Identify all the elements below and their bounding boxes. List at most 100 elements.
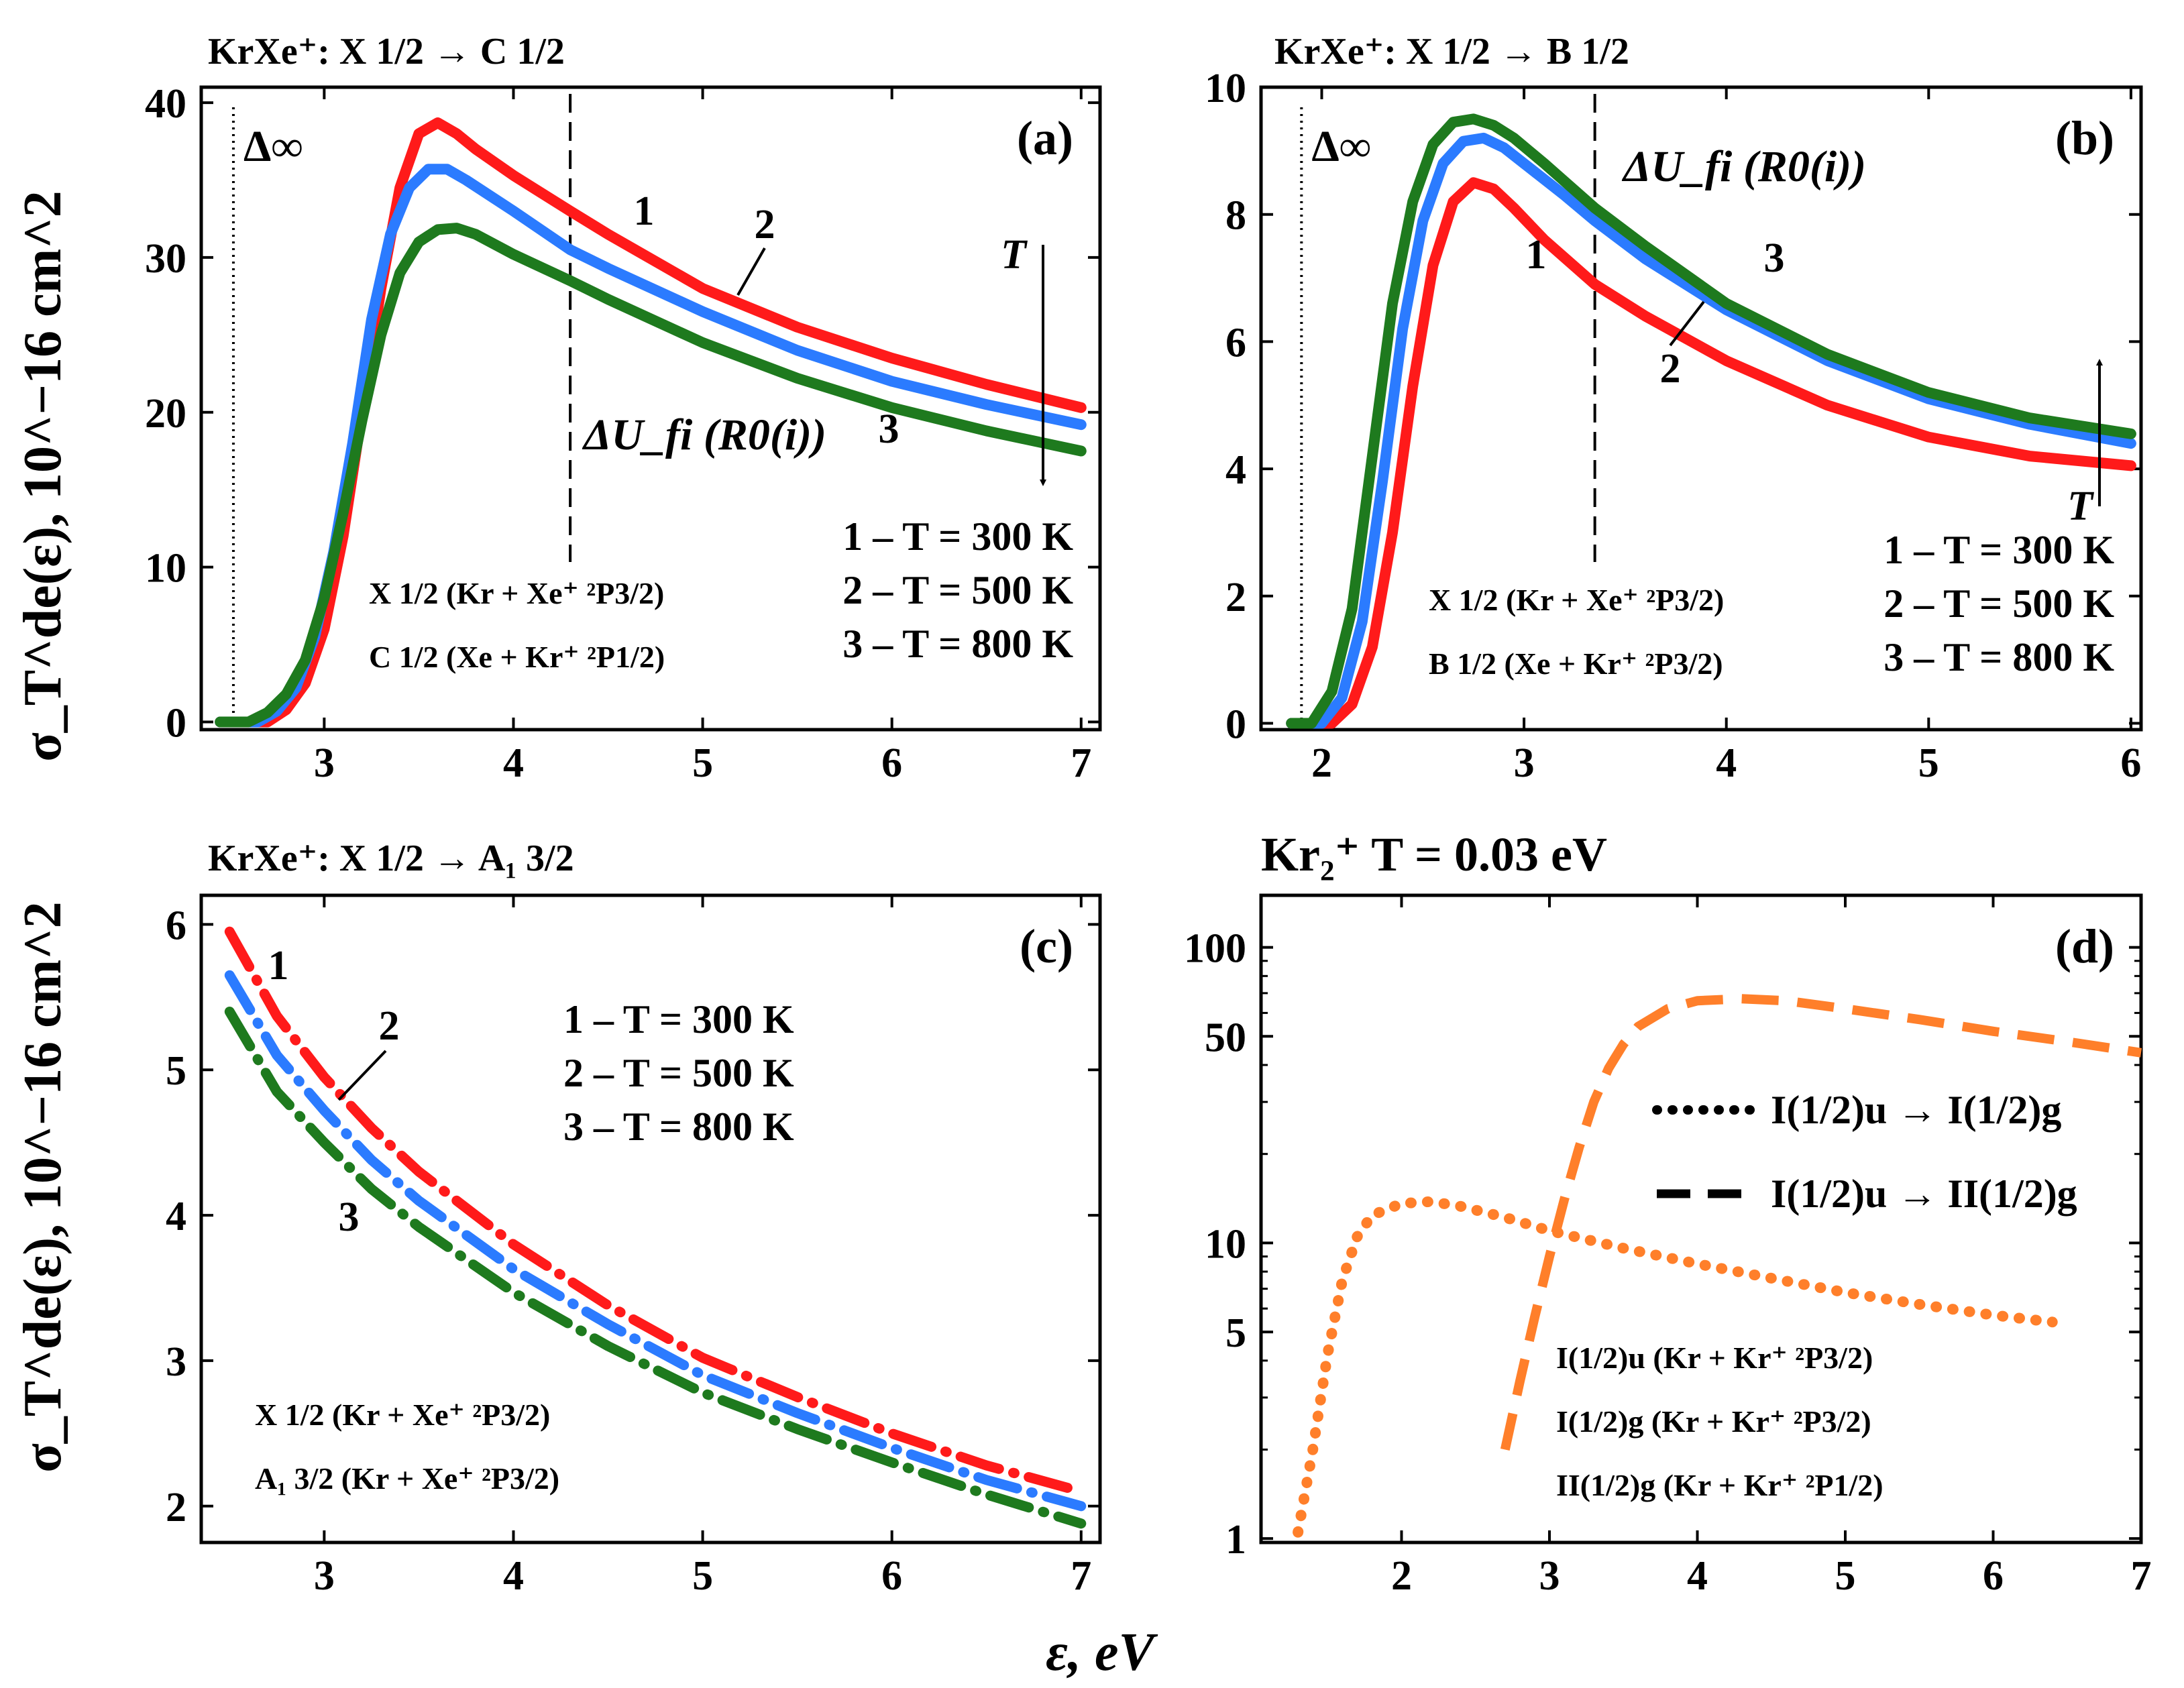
legend-entry: 2 – T = 500 K — [842, 568, 1073, 612]
x-tick-label: 4 — [1716, 740, 1737, 786]
y-tick-label: 30 — [145, 236, 186, 282]
curve-label-2-leader — [1669, 300, 1705, 347]
x-tick-label: 3 — [314, 740, 335, 786]
curve-label-2: 2 — [755, 202, 775, 247]
x-tick-label: 3 — [314, 1553, 335, 1599]
y-tick-label: 5 — [166, 1048, 186, 1094]
panel-label: (d) — [2055, 919, 2114, 973]
legend-entry: 2 – T = 500 K — [1883, 581, 2114, 626]
series-2-curve — [1286, 132, 2136, 729]
legend-entry: 3 – T = 800 K — [842, 622, 1073, 666]
panel-c: KrXe⁺: X 1/2 → A₁ 3/2 3 4 5 6 7 2 3 4 5 6 (c) 1 – T… — [166, 838, 1102, 1599]
y-tick-label: 1 — [1225, 1517, 1246, 1563]
state-label: II(1/2)g (Kr + Kr⁺ ²P1/2) — [1556, 1468, 1883, 1502]
y-tick-label: 2 — [1225, 575, 1246, 620]
y-tick-label: 50 — [1205, 1015, 1246, 1060]
y-tick-label: 8 — [1225, 193, 1246, 239]
y-tick-label: 0 — [1225, 702, 1246, 748]
state-label: X 1/2 (Kr + Xe⁺ ²P3/2) — [1429, 583, 1724, 617]
y-tick-label: 10 — [1205, 1221, 1246, 1267]
x-tick-label: 6 — [881, 740, 902, 786]
panel-a-frame — [199, 85, 1102, 732]
legend-entry: I(1/2)u → I(1/2)g — [1771, 1088, 2061, 1132]
curve-label-1: 1 — [634, 188, 655, 234]
y-tick-label: 4 — [1225, 447, 1246, 493]
arrow-label: T — [2067, 484, 2094, 529]
x-tick-label: 5 — [692, 1553, 713, 1599]
state-label: B 1/2 (Xe + Kr⁺ ²P3/2) — [1429, 646, 1723, 681]
curve-label-2-leader — [337, 1050, 387, 1101]
x-tick-label: 5 — [1835, 1553, 1855, 1599]
legend-entry: 1 – T = 300 K — [1883, 528, 2114, 572]
curve-label-1: 1 — [1526, 232, 1547, 278]
curve-label-1: 1 — [268, 943, 289, 989]
legend-entry: 3 – T = 800 K — [1883, 635, 2114, 679]
legend-entry: I(1/2)u → II(1/2)g — [1771, 1172, 2077, 1216]
curve-label-3: 3 — [339, 1194, 360, 1240]
curve-label-3: 3 — [1764, 235, 1785, 281]
x-axis-label: ε, eV — [1046, 1623, 1158, 1682]
curve-label-2: 2 — [379, 1003, 400, 1049]
y-tick-label: 6 — [166, 903, 186, 948]
series-2-curve — [1500, 994, 2142, 1451]
y-tick-label: 10 — [1205, 66, 1246, 111]
curve-label-2: 2 — [1660, 346, 1681, 392]
x-tick-label: 4 — [503, 1553, 524, 1599]
panel-label: (b) — [2055, 111, 2114, 165]
x-tick-label: 6 — [1983, 1553, 2004, 1599]
x-tick-label: 7 — [2131, 1553, 2152, 1599]
state-label: I(1/2)u (Kr + Kr⁺ ²P3/2) — [1556, 1341, 1873, 1375]
panel-a-title: KrXe⁺: X 1/2 → C 1/2 — [208, 31, 565, 72]
x-tick-label: 3 — [1514, 740, 1535, 786]
panel-b-frame — [1259, 85, 2143, 732]
delta-inf-label: Δ∞ — [243, 122, 303, 171]
series-3-curve — [1286, 113, 2136, 729]
legend-entry: 2 – T = 500 K — [563, 1051, 794, 1095]
panel-c-frame — [199, 893, 1102, 1544]
panel-b: KrXe⁺: X 1/2 → B 1/2 2 3 4 5 6 0 2 4 6 8 10 Δ∞ (b) 1 … — [1205, 31, 2143, 786]
x-tick-label: 4 — [1687, 1553, 1708, 1599]
y-tick-label: 6 — [1225, 320, 1246, 365]
legend-entry: 1 – T = 300 K — [842, 514, 1073, 559]
x-tick-label: 2 — [1391, 1553, 1412, 1599]
x-tick-label: 3 — [1539, 1553, 1560, 1599]
y-axis-label-bottom: σ_T^de(ε), 10^−16 cm^2 — [13, 901, 72, 1473]
series-1-curve — [1293, 1196, 2058, 1538]
curve-label-3: 3 — [879, 406, 899, 452]
series-1-curve — [215, 117, 1087, 728]
legend-entry: 3 – T = 800 K — [563, 1105, 794, 1149]
series-3-curve — [215, 223, 1087, 728]
x-tick-label: 6 — [2120, 740, 2141, 786]
legend-entry: 1 – T = 300 K — [563, 997, 794, 1042]
y-tick-label: 4 — [166, 1194, 186, 1239]
state-label: X 1/2 (Kr + Xe⁺ ²P3/2) — [255, 1398, 550, 1432]
x-tick-label: 7 — [1071, 1553, 1091, 1599]
state-label: C 1/2 (Xe + Kr⁺ ²P1/2) — [369, 640, 665, 674]
y-tick-label: 3 — [166, 1339, 186, 1385]
series-1-curve — [224, 926, 1087, 1497]
x-tick-label: 5 — [1918, 740, 1939, 786]
y-tick-label: 100 — [1184, 926, 1246, 972]
x-tick-label: 7 — [1071, 740, 1091, 786]
series-2-curve — [224, 970, 1087, 1512]
threshold-label: ΔU_fi (R0(i)) — [582, 410, 826, 459]
panel-b-title: KrXe⁺: X 1/2 → B 1/2 — [1274, 31, 1629, 72]
y-tick-label: 0 — [166, 700, 186, 746]
y-tick-label: 5 — [1225, 1310, 1246, 1356]
panel-d-title: Kr₂⁺ T = 0.03 eV — [1261, 828, 1607, 881]
arrow-label: T — [1001, 232, 1028, 278]
state-label: X 1/2 (Kr + Xe⁺ ²P3/2) — [369, 576, 664, 610]
state-label: I(1/2)g (Kr + Kr⁺ ²P3/2) — [1556, 1404, 1871, 1439]
panel-a: KrXe⁺: X 1/2 → C 1/2 3 4 5 6 7 0 10 20 30 40 Δ∞ (a)… — [145, 31, 1102, 786]
y-axis-label-top: σ_T^de(ε), 10^−16 cm^2 — [13, 190, 72, 762]
series-1-curve — [1286, 177, 2136, 729]
y-tick-label: 40 — [145, 81, 186, 127]
panel-c-title: KrXe⁺: X 1/2 → A₁ 3/2 — [208, 838, 574, 879]
series-3-curve — [224, 1007, 1087, 1529]
curve-label-2-leader — [736, 247, 766, 296]
y-tick-label: 10 — [145, 546, 186, 592]
threshold-label: ΔU_fi (R0(i)) — [1621, 142, 1866, 191]
x-tick-label: 4 — [503, 740, 524, 786]
panel-label: (a) — [1017, 111, 1073, 165]
